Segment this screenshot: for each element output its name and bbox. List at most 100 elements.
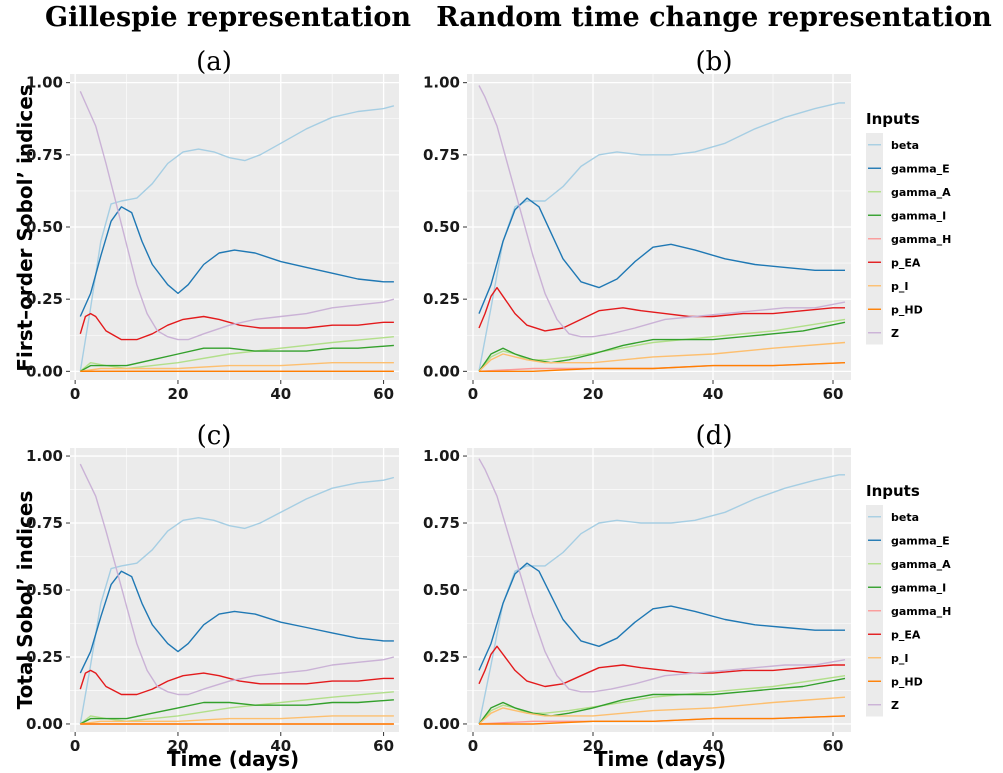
y-tick-label: 0.25	[26, 648, 63, 666]
legend-label: gamma_E	[891, 162, 950, 175]
column-title-random-time-change: Random time change representation	[436, 2, 992, 33]
column-title-gillespie: Gillespie representation	[45, 2, 411, 33]
y-tick-label: 0.25	[423, 290, 460, 308]
y-tick-label: 0.50	[423, 218, 460, 236]
series-line-p-I	[80, 362, 394, 372]
series-line-beta	[79, 476, 395, 725]
y-tick-label: 0.50	[26, 218, 63, 236]
legend-label: p_HD	[891, 675, 923, 688]
panel-label: (c)	[197, 421, 232, 451]
y-tick-label: 0.50	[26, 581, 63, 599]
panel-label: (d)	[696, 421, 733, 451]
series-line-p-EA	[79, 312, 394, 341]
y-tick-label: 1.00	[423, 74, 460, 92]
legend-label: gamma_E	[891, 534, 950, 547]
panel-c: (c) 0 20 40 60 0.00 0.25 0.50 0.75 1.00	[26, 421, 399, 755]
legend-label: beta	[891, 511, 919, 524]
x-axis-title-left: Time (days)	[167, 747, 299, 771]
y-axis-title-first-order: First–order Sobol’ indices	[13, 84, 37, 371]
series-line-gamma-I	[478, 321, 846, 372]
y-axis-title-total: Total Sobol’ indices	[13, 491, 37, 710]
legend-label: Z	[891, 699, 899, 712]
y-tick-label: 0.50	[423, 581, 460, 599]
x-tick-label: 60	[823, 385, 844, 403]
series-line-p-I	[80, 715, 394, 725]
panel-label: (b)	[696, 47, 733, 77]
panel-label: (a)	[196, 47, 232, 77]
legend-label: gamma_H	[891, 233, 951, 246]
legend-title: Inputs	[866, 482, 920, 500]
series-line-gamma-A	[79, 336, 394, 372]
series-line-gamma-I	[79, 344, 394, 372]
legend-title: Inputs	[866, 110, 920, 128]
series-line-p-EA	[79, 669, 394, 696]
y-tick-label: 0.75	[26, 146, 63, 164]
y-tick-label: 0.00	[423, 715, 460, 733]
x-tick-label: 0	[468, 385, 478, 403]
legend-label: gamma_I	[891, 209, 946, 222]
series-line-Z	[478, 458, 846, 693]
series-line-gamma-A	[478, 675, 846, 725]
series-line-gamma-E	[478, 197, 845, 314]
series-line-beta	[478, 102, 845, 372]
panel-b: (b) 0 20 40 60 0.00 0.25 0.50 0.75 1.00	[423, 47, 851, 403]
legend-label: p_EA	[891, 256, 921, 269]
legends: Inputs beta gamma_E gamma_A gamma_I gamma_H p_…	[866, 110, 951, 717]
series-line-gamma-I	[79, 699, 394, 725]
series-line-beta	[478, 474, 845, 725]
y-tick-label: 0.75	[423, 146, 460, 164]
legend-label: gamma_I	[891, 581, 946, 594]
legend-label: gamma_A	[891, 558, 951, 571]
series-line-gamma-E	[478, 562, 845, 671]
x-tick-label: 40	[270, 737, 291, 755]
series-line-gamma-E	[79, 206, 394, 317]
panel-a: (a) 0 20 40 60 0.00 0.25 0.50 0.75 1.00	[26, 47, 399, 403]
series-line-p-HD	[479, 715, 846, 725]
x-tick-label: 60	[373, 385, 394, 403]
series-line-p-I	[478, 696, 846, 725]
legend-label: beta	[891, 139, 919, 152]
x-tick-label: 60	[373, 737, 394, 755]
x-tick-label: 0	[70, 385, 80, 403]
series-line-p-EA	[478, 645, 845, 688]
x-tick-label: 20	[583, 737, 604, 755]
x-tick-label: 40	[703, 737, 724, 755]
x-tick-label: 20	[168, 385, 189, 403]
y-tick-label: 0.25	[423, 648, 460, 666]
x-tick-label: 40	[703, 385, 724, 403]
x-tick-label: 20	[583, 385, 604, 403]
y-tick-label: 0.00	[423, 362, 460, 380]
series-line-p-HD	[479, 362, 846, 372]
chart-panels: (a) 0 20 40 60 0.00 0.25 0.50 0.75 1.00 (b) 0 20 40 60…	[26, 47, 851, 755]
y-tick-label: 0.75	[26, 514, 63, 532]
series-line-Z	[478, 85, 846, 338]
series-line-p-I	[478, 341, 846, 372]
y-tick-label: 0.00	[26, 362, 63, 380]
x-tick-label: 20	[168, 737, 189, 755]
x-axis-title-right: Time (days)	[594, 747, 726, 771]
x-tick-label: 60	[823, 737, 844, 755]
x-tick-label: 0	[70, 737, 80, 755]
legend: Inputs beta gamma_E gamma_A gamma_I gamma_H p_…	[866, 482, 951, 717]
legend-label: p_EA	[891, 628, 921, 641]
series-line-Z	[79, 463, 395, 696]
legend-label: gamma_A	[891, 186, 951, 199]
series-line-Z	[79, 91, 395, 341]
series-line-beta	[79, 105, 395, 372]
series-line-gamma-I	[478, 677, 846, 725]
legend-label: p_I	[891, 280, 908, 293]
legend-label: Z	[891, 327, 899, 340]
series-line-p-EA	[478, 286, 845, 332]
series-line-gamma-A	[478, 318, 846, 372]
y-tick-label: 0.00	[26, 715, 63, 733]
y-tick-label: 1.00	[26, 447, 63, 465]
legend-label: p_I	[891, 652, 908, 665]
legend-label: gamma_H	[891, 605, 951, 618]
legend: Inputs beta gamma_E gamma_A gamma_I gamma_H p_…	[866, 110, 951, 345]
series-line-gamma-A	[79, 691, 394, 725]
legend-label: p_HD	[891, 303, 923, 316]
x-tick-label: 40	[270, 385, 291, 403]
x-tick-label: 0	[468, 737, 478, 755]
panel-d: (d) 0 20 40 60 0.00 0.25 0.50 0.75 1.00	[423, 421, 851, 755]
